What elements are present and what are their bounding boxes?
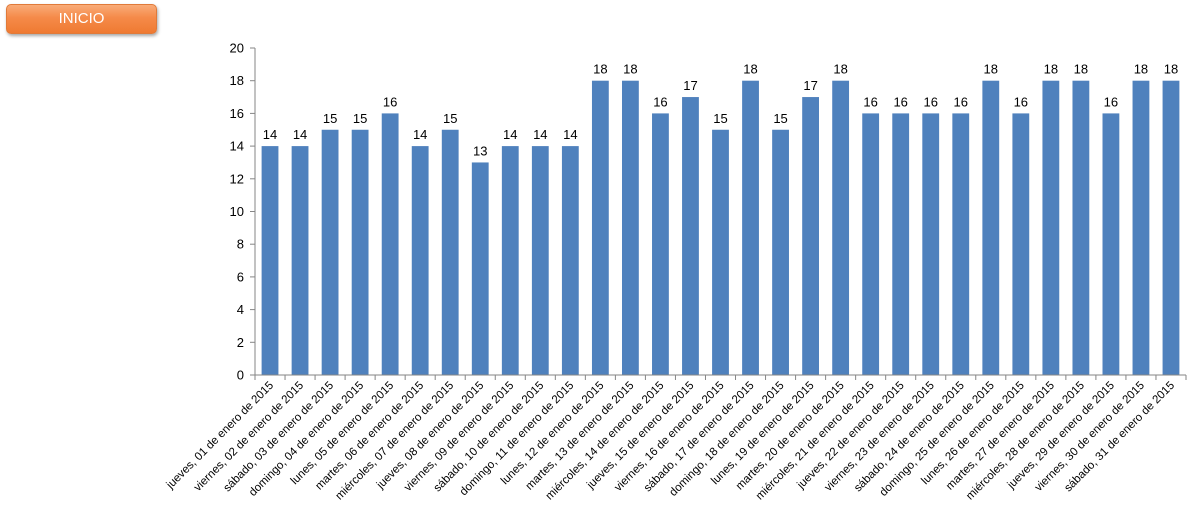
bar xyxy=(952,113,970,376)
data-labels: 14 14 15 15 16 14 15 13 14 14 14 18 18 16 17 15 18 15 17 18… xyxy=(263,62,1178,159)
data-label: 17 xyxy=(683,78,697,93)
bar xyxy=(892,113,910,376)
data-label: 15 xyxy=(443,111,457,126)
bar xyxy=(742,80,759,375)
y-tick-label: 14 xyxy=(230,139,244,154)
bar xyxy=(862,113,880,376)
x-tick-label: viernes, 30 de enero de 2015 xyxy=(1033,380,1147,494)
data-label: 16 xyxy=(653,94,667,109)
bar xyxy=(321,129,339,375)
data-label: 15 xyxy=(713,111,727,126)
data-label: 14 xyxy=(533,127,547,142)
bar xyxy=(682,97,699,376)
x-tick-label: sábado, 31 de enero de 2015 xyxy=(1062,380,1177,495)
bar xyxy=(1162,80,1180,375)
bar xyxy=(381,113,399,376)
y-tick-label: 2 xyxy=(237,335,244,350)
bar xyxy=(802,97,820,376)
bar xyxy=(1072,80,1090,375)
bar xyxy=(531,146,549,375)
x-tick-label: viernes, 23 de enero de 2015 xyxy=(823,380,937,494)
data-label: 16 xyxy=(863,94,877,109)
bar xyxy=(652,113,669,376)
x-tick-label: viernes, 02 de enero de 2015 xyxy=(192,380,306,494)
data-label: 16 xyxy=(1104,94,1118,109)
inicio-button[interactable]: INICIO xyxy=(6,4,157,34)
data-label: 14 xyxy=(293,127,307,142)
data-label: 16 xyxy=(1014,94,1028,109)
y-tick-label: 20 xyxy=(230,41,244,56)
bar xyxy=(832,80,850,375)
x-tick-label: viernes, 09 de enero de 2015 xyxy=(402,380,516,494)
x-tick-label: jueves, 01 de enero de 2015 xyxy=(164,380,276,492)
data-label: 16 xyxy=(893,94,907,109)
bar xyxy=(501,146,519,375)
y-tick-label: 0 xyxy=(237,368,244,383)
data-label: 16 xyxy=(954,94,968,109)
y-tick-label: 12 xyxy=(230,171,244,186)
y-tick-label: 8 xyxy=(237,237,244,252)
y-tick-label: 4 xyxy=(237,302,244,317)
data-label: 15 xyxy=(323,111,337,126)
data-label: 14 xyxy=(413,127,427,142)
data-label: 18 xyxy=(1134,62,1148,77)
bar xyxy=(621,80,639,375)
y-tick-label: 18 xyxy=(230,73,244,88)
bar xyxy=(411,146,429,375)
bar xyxy=(1012,113,1030,376)
bar xyxy=(982,80,1000,375)
bar xyxy=(261,146,279,375)
y-tick-label: 16 xyxy=(230,106,244,121)
data-label: 18 xyxy=(623,62,637,77)
bar xyxy=(561,146,579,375)
bar xyxy=(712,129,729,375)
bar xyxy=(591,80,609,375)
x-tick-label: viernes, 16 de enero de 2015 xyxy=(612,380,726,494)
bars xyxy=(261,80,1180,376)
data-label: 16 xyxy=(923,94,937,109)
data-label: 16 xyxy=(383,94,397,109)
bar xyxy=(291,146,309,375)
bar xyxy=(772,129,789,375)
data-label: 18 xyxy=(1164,62,1178,77)
data-label: 14 xyxy=(563,127,577,142)
data-label: 14 xyxy=(503,127,517,142)
bar xyxy=(1102,113,1120,376)
bar xyxy=(351,129,369,375)
data-label: 18 xyxy=(1074,62,1088,77)
y-tick-label: 10 xyxy=(230,204,244,219)
data-label: 18 xyxy=(743,62,757,77)
data-label: 13 xyxy=(473,143,487,158)
data-label: 15 xyxy=(773,111,787,126)
bar xyxy=(1042,80,1060,375)
bar xyxy=(471,162,489,375)
bar xyxy=(922,113,940,376)
data-label: 18 xyxy=(984,62,998,77)
data-label: 18 xyxy=(1044,62,1058,77)
data-label: 14 xyxy=(263,127,277,142)
data-label: 18 xyxy=(833,62,847,77)
bar xyxy=(1132,80,1150,375)
data-label: 17 xyxy=(803,78,817,93)
y-axis: 0 2 4 6 8 10 12 14 16 18 20 xyxy=(230,41,256,383)
data-label: 15 xyxy=(353,111,367,126)
y-tick-label: 6 xyxy=(237,269,244,284)
bar xyxy=(441,129,459,375)
data-label: 18 xyxy=(593,62,607,77)
